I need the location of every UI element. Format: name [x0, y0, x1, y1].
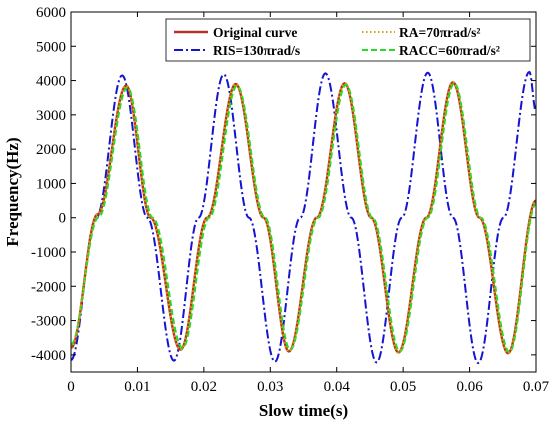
- series-line-2: [71, 70, 536, 365]
- x-tick-label: 0: [67, 379, 75, 395]
- y-tick-label: 1000: [36, 176, 66, 192]
- y-tick-label: 2000: [36, 142, 66, 158]
- x-tick-label: 0.04: [324, 379, 351, 395]
- y-axis-label: Frequency(Hz): [3, 137, 22, 246]
- legend-label-ris: RIS=130πrad/s: [213, 43, 300, 58]
- series-line-0: [71, 80, 536, 355]
- plot-frame: [70, 11, 537, 373]
- y-tick-label: 0: [59, 211, 67, 227]
- x-tick-label: 0.02: [191, 379, 217, 395]
- series-line-1: [71, 81, 536, 355]
- y-tick-label: -3000: [31, 314, 66, 330]
- axis-ticks: 0 0.01 0.02 0.03 0.04 0.05 0.06 0.07 -4000 -3000 -…: [31, 5, 550, 395]
- series-line-3: [71, 82, 536, 354]
- legend-label-original: Original curve: [213, 25, 297, 40]
- x-axis-label: Slow time(s): [259, 401, 348, 420]
- x-tick-label: 0.03: [257, 379, 283, 395]
- y-tick-label: -1000: [31, 245, 66, 261]
- y-tick-label: 3000: [36, 108, 66, 124]
- legend-label-racc: RACC=60πrad/s²: [399, 43, 500, 58]
- plot-lines: [71, 70, 536, 365]
- x-tick-label: 0.06: [456, 379, 483, 395]
- legend-label-ra: RA=70πrad/s²: [399, 25, 480, 40]
- legend: Original curve RA=70πrad/s² RIS=130πrad/…: [165, 18, 531, 62]
- y-tick-label: -4000: [31, 348, 66, 364]
- x-tick-label: 0.07: [523, 379, 550, 395]
- x-tick-label: 0.01: [124, 379, 150, 395]
- x-tick-label: 0.05: [390, 379, 416, 395]
- y-tick-label: 6000: [36, 5, 66, 21]
- y-tick-label: 4000: [36, 74, 66, 90]
- y-tick-label: -2000: [31, 279, 66, 295]
- legend-box: [165, 18, 531, 62]
- y-tick-label: 5000: [36, 39, 66, 55]
